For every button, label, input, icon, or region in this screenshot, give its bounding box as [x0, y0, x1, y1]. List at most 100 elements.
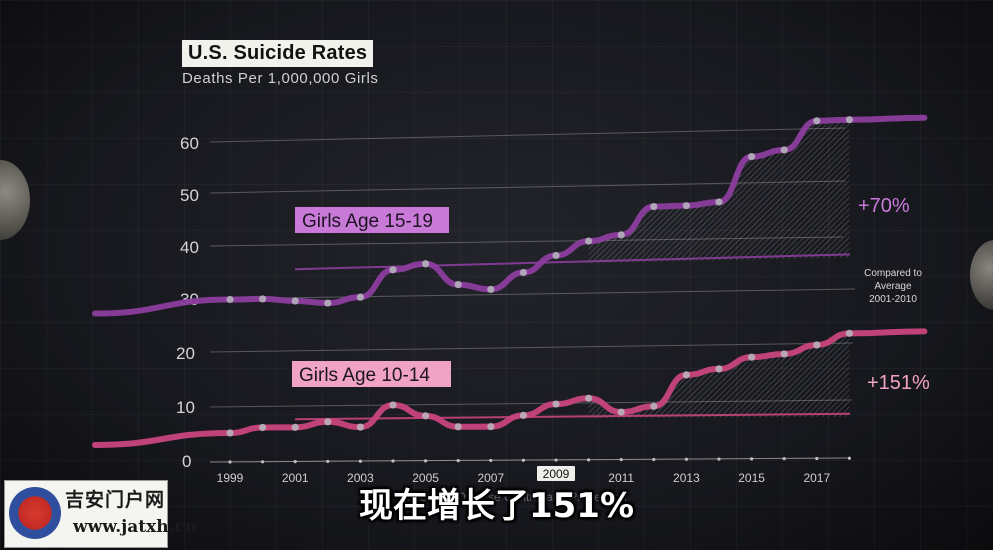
gridline-20: [209, 342, 854, 353]
watermark-logo: 吉安门户网 www.jatxh.cn: [4, 480, 197, 548]
gridline-0: [209, 457, 851, 463]
x-tick-mark-2009: [554, 458, 558, 462]
gridline-30: [209, 288, 856, 300]
x-tick-label-2011: 2011: [608, 471, 634, 485]
data-point-1-2006: [454, 423, 462, 431]
data-point-0-2007: [487, 285, 495, 293]
data-point-0-2004: [389, 266, 397, 274]
y-tick-label-10: 10: [176, 398, 195, 417]
source-note: ...nters for Disease Control and Prevent…: [400, 490, 627, 504]
data-point-1-1999: [226, 429, 234, 437]
y-tick-label-50: 50: [180, 186, 199, 205]
x-tick-mark-2006: [456, 459, 460, 463]
data-point-1-2010: [585, 394, 593, 402]
data-point-0-2017: [813, 117, 821, 125]
x-tick-mark-2003: [358, 459, 362, 463]
data-point-1-2001: [291, 423, 299, 431]
x-tick-label-2007: 2007: [477, 471, 504, 485]
x-tick-mark-2018: [847, 456, 852, 460]
data-point-0-2003: [356, 293, 364, 301]
x-tick-highlight-2009: [537, 466, 575, 481]
compare-label-line-2: 2001-2010: [869, 294, 917, 305]
x-tick-mark-2013: [684, 457, 689, 461]
police-emblem-icon: [9, 487, 61, 539]
x-tick-mark-1999: [228, 460, 232, 464]
x-tick-label-2003: 2003: [347, 471, 374, 485]
data-point-0-2013: [682, 202, 691, 210]
x-tick-mark-2016: [782, 457, 786, 461]
data-point-0-2016: [780, 146, 788, 154]
average-line-1: [294, 412, 851, 421]
compare-label-line-0: Compared to: [864, 268, 922, 279]
data-point-0-2000: [259, 295, 267, 303]
x-tick-label-2005: 2005: [412, 471, 439, 485]
x-tick-mark-2007: [489, 458, 493, 463]
y-tick-label-0: 0: [182, 452, 191, 471]
data-point-0-2018: [845, 116, 854, 124]
x-axis-line: [209, 457, 851, 463]
x-tick-label-2009: 2009: [543, 467, 570, 481]
y-tick-label-40: 40: [180, 238, 199, 257]
series-label-bg-1: [292, 361, 451, 387]
data-point-1-2011: [617, 408, 625, 416]
hatched-area-0: [588, 119, 850, 263]
compare-label-line-1: Average: [874, 281, 912, 292]
data-point-0-2008: [519, 268, 528, 277]
x-tick-mark-2010: [587, 458, 591, 462]
data-point-0-2012: [650, 202, 658, 211]
data-point-0-2006: [454, 281, 462, 289]
data-point-0-2015: [748, 153, 756, 161]
x-tick-mark-2008: [521, 458, 526, 462]
gridline-60: [209, 127, 846, 143]
x-tick-label-1999: 1999: [217, 471, 244, 485]
data-point-1-2017: [813, 341, 821, 349]
change-label-1: +151%: [867, 372, 930, 394]
x-tick-mark-2017: [815, 456, 819, 461]
data-point-0-2009: [552, 251, 560, 260]
x-tick-mark-2011: [619, 458, 623, 462]
y-tick-label-60: 60: [180, 134, 199, 153]
x-tick-mark-2015: [750, 457, 754, 461]
data-point-1-2007: [487, 423, 495, 431]
series-label-1: Girls Age 10-14: [299, 365, 430, 386]
data-point-0-2001: [291, 297, 299, 305]
data-point-1-2002: [324, 418, 332, 426]
data-point-0-2005: [422, 260, 430, 268]
chart-subtitle: Deaths Per 1,000,000 Girls: [182, 70, 379, 87]
data-point-1-2008: [519, 411, 528, 419]
x-tick-label-2013: 2013: [673, 471, 700, 485]
series-label-bg-0: [295, 207, 449, 233]
x-tick-mark-2005: [424, 459, 428, 463]
data-point-1-2003: [356, 423, 364, 431]
data-point-1-2000: [259, 423, 267, 432]
data-point-1-2015: [748, 353, 756, 361]
x-tick-mark-2002: [326, 459, 330, 464]
hand-right: [970, 240, 993, 310]
x-tick-mark-2001: [293, 460, 297, 464]
data-point-1-2014: [715, 365, 723, 373]
series-label-0: Girls Age 15-19: [302, 211, 433, 232]
data-point-1-2013: [682, 371, 691, 379]
x-tick-mark-2000: [261, 460, 265, 464]
subtitle-caption: 现在增长了151%: [358, 486, 635, 526]
data-point-0-2002: [324, 299, 332, 307]
x-tick-mark-2004: [391, 459, 395, 463]
x-tick-label-2001: 2001: [282, 471, 309, 485]
data-point-1-2012: [650, 402, 658, 410]
data-point-0-2011: [617, 231, 625, 239]
data-point-1-2018: [845, 329, 854, 337]
x-tick-mark-2012: [652, 457, 656, 462]
data-point-1-2009: [552, 400, 560, 408]
average-line-0: [294, 253, 851, 271]
y-tick-label-20: 20: [176, 344, 195, 363]
x-tick-mark-2014: [717, 457, 721, 461]
x-tick-label-2017: 2017: [803, 471, 830, 485]
data-point-1-2016: [780, 350, 788, 358]
data-point-0-1999: [226, 295, 234, 304]
watermark-name: 吉安门户网: [65, 489, 166, 511]
data-point-1-2005: [422, 412, 430, 420]
change-label-0: +70%: [858, 195, 910, 217]
